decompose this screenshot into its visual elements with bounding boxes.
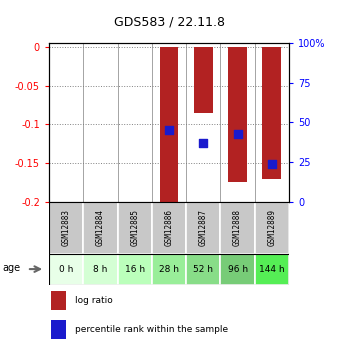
Bar <box>186 202 220 254</box>
Text: percentile rank within the sample: percentile rank within the sample <box>75 325 228 334</box>
Bar <box>118 202 152 254</box>
Text: GDS583 / 22.11.8: GDS583 / 22.11.8 <box>114 16 224 29</box>
Point <box>200 140 206 146</box>
Text: 8 h: 8 h <box>93 265 107 274</box>
Bar <box>228 47 247 183</box>
Text: age: age <box>2 263 21 273</box>
Bar <box>255 202 289 254</box>
Bar <box>49 202 83 254</box>
Bar <box>262 47 281 179</box>
Text: 52 h: 52 h <box>193 265 213 274</box>
Bar <box>194 47 213 113</box>
Text: GSM12883: GSM12883 <box>62 209 71 246</box>
Bar <box>118 254 152 285</box>
Point <box>166 128 172 133</box>
Text: 96 h: 96 h <box>227 265 248 274</box>
Bar <box>152 254 186 285</box>
Bar <box>255 254 289 285</box>
Text: GSM12889: GSM12889 <box>267 209 276 246</box>
Point <box>269 161 274 167</box>
Point <box>235 131 240 136</box>
Text: 16 h: 16 h <box>125 265 145 274</box>
Text: GSM12887: GSM12887 <box>199 209 208 246</box>
Text: GSM12884: GSM12884 <box>96 209 105 246</box>
Text: GSM12886: GSM12886 <box>165 209 173 246</box>
Text: GSM12888: GSM12888 <box>233 209 242 246</box>
Bar <box>160 47 178 203</box>
Text: 144 h: 144 h <box>259 265 285 274</box>
Bar <box>83 254 118 285</box>
Bar <box>220 254 255 285</box>
Bar <box>51 290 66 310</box>
Bar <box>51 319 66 339</box>
Bar <box>152 202 186 254</box>
Bar <box>49 254 83 285</box>
Text: GSM12885: GSM12885 <box>130 209 139 246</box>
Bar <box>186 254 220 285</box>
Text: 28 h: 28 h <box>159 265 179 274</box>
Text: 0 h: 0 h <box>59 265 73 274</box>
Bar <box>220 202 255 254</box>
Text: log ratio: log ratio <box>75 296 113 305</box>
Bar <box>83 202 118 254</box>
